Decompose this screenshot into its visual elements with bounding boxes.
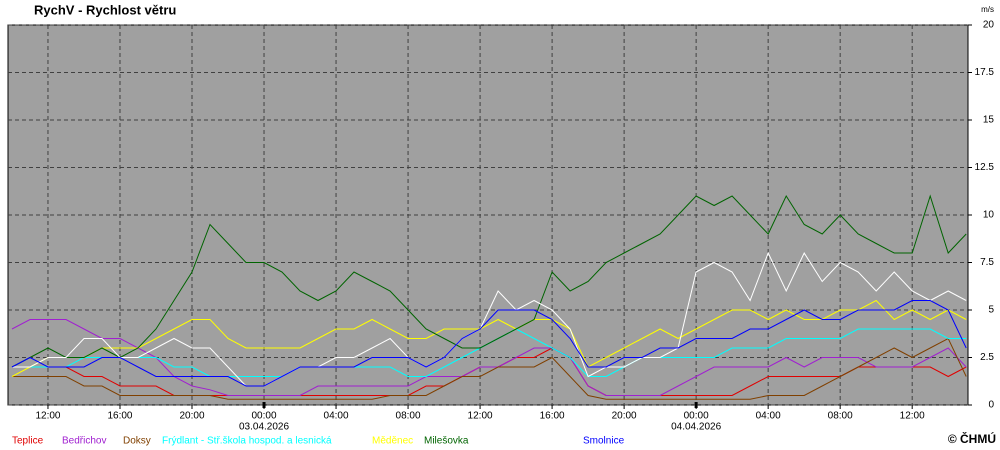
legend-label: Bedřichov — [62, 436, 106, 447]
y-tick-label: 2.5 — [980, 352, 994, 363]
copyright: © ČHMÚ — [948, 431, 996, 446]
day-marker — [262, 402, 266, 408]
legend-label: Měděnec — [372, 436, 413, 447]
legend-label: Frýdlant - Stř.škola hospod. a lesnická — [162, 436, 332, 447]
x-tick-label: 12:00 — [900, 411, 925, 422]
x-tick-label: 20:00 — [179, 411, 204, 422]
legend-label: Doksy — [123, 436, 151, 447]
y-tick-label: 17.5 — [975, 67, 995, 78]
x-tick-label: 16:00 — [107, 411, 132, 422]
y-tick-label: 12.5 — [975, 162, 995, 173]
y-tick-label: 15 — [983, 115, 995, 126]
legend-label: Smolnice — [583, 436, 625, 447]
x-tick-label: 08:00 — [396, 411, 421, 422]
date-label: 03.04.2026 — [239, 422, 289, 433]
series-line — [11, 319, 967, 396]
series-line — [12, 251, 967, 387]
x-tick-label: 12:00 — [35, 411, 60, 422]
y-tick-label: 5 — [988, 305, 994, 316]
legend-label: Milešovka — [424, 436, 469, 447]
x-tick-label: 12:00 — [468, 411, 493, 422]
x-tick-label: 08:00 — [828, 411, 853, 422]
legend-label: Teplice — [12, 436, 44, 447]
chart-title: RychV - Rychlost větru — [34, 2, 176, 17]
x-tick-label: 20:00 — [612, 411, 637, 422]
series-line — [12, 337, 967, 400]
y-tick-label: 0 — [988, 400, 994, 411]
series-line — [11, 194, 967, 368]
series-line — [11, 299, 967, 377]
y-unit: m/s — [981, 5, 994, 14]
y-tick-label: 20 — [983, 20, 995, 31]
day-marker — [694, 402, 698, 408]
x-tick-label: 16:00 — [540, 411, 565, 422]
date-label: 04.04.2026 — [671, 422, 721, 433]
series-line — [11, 300, 967, 387]
legend-label: Nová Ves v Horách — [482, 436, 568, 447]
x-tick-label: 04:00 — [324, 411, 349, 422]
y-tick-label: 7.5 — [980, 257, 994, 268]
y-tick-label: 10 — [983, 210, 995, 221]
x-tick-label: 00:00 — [684, 411, 709, 422]
x-tick-label: 00:00 — [252, 411, 277, 422]
x-tick-label: 04:00 — [756, 411, 781, 422]
